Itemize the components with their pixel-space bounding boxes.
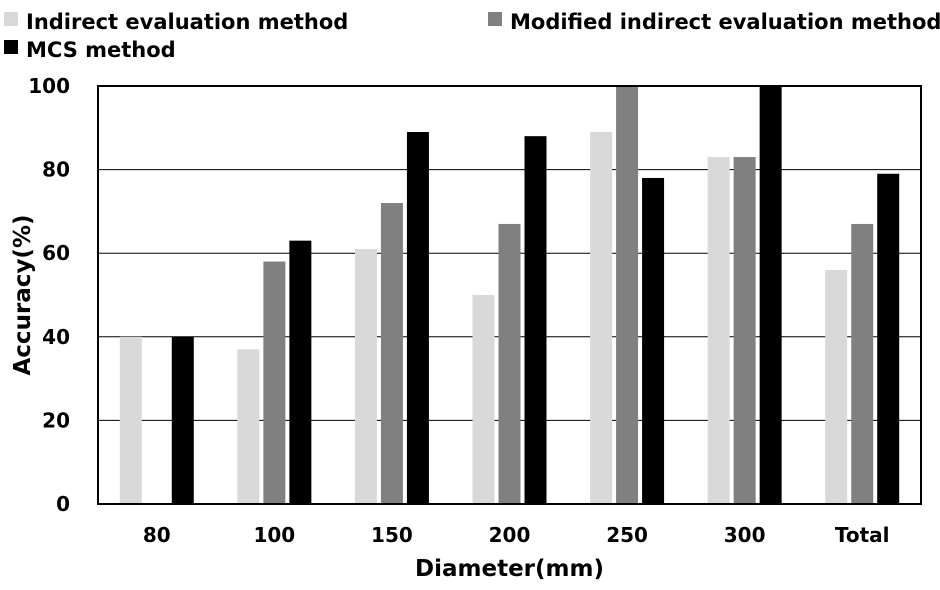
bar-indirect-evaluation-method-total [825,269,848,504]
bar-modified-indirect-evaluation-method-total [851,223,874,504]
bar-mcs-method-300 [759,86,782,504]
bar-mcs-method-250 [642,177,665,504]
plot-area-frame [97,85,922,505]
y-axis-title: Accuracy(%) [10,215,36,376]
legend-label-indirect: Indirect evaluation method [26,10,348,34]
bars [119,86,900,505]
legend: Indirect evaluation method Modified indi… [4,10,940,62]
bar-mcs-method-200 [524,136,547,504]
bar-indirect-evaluation-method-300 [707,157,730,504]
x-tick-label: 80 [143,523,171,547]
x-axis-title: Diameter(mm) [415,556,604,582]
bar-modified-indirect-evaluation-method-100 [263,261,286,504]
bar-modified-indirect-evaluation-method-250 [616,86,639,504]
bar-mcs-method-80 [171,336,194,504]
bar-modified-indirect-evaluation-method-300 [733,157,756,504]
bar-indirect-evaluation-method-200 [472,295,495,504]
bar-mcs-method-100 [289,240,312,504]
bar-modified-indirect-evaluation-method-150 [380,203,403,505]
x-tick-label: 200 [489,523,531,547]
bar-indirect-evaluation-method-80 [119,336,142,504]
x-tick-label: 150 [371,523,413,547]
x-tick-label: 100 [253,523,295,547]
y-tick-label: 0 [56,492,70,516]
legend-label-mcs: MCS method [26,38,176,62]
legend-swatch-mcs [4,40,18,54]
legend-swatch-indirect [4,12,18,26]
bar-indirect-evaluation-method-150 [354,249,377,504]
x-tick-label: 300 [724,523,766,547]
bar-indirect-evaluation-method-100 [237,349,260,504]
y-tick-label: 20 [42,408,70,432]
y-tick-label: 80 [42,158,70,182]
bar-mcs-method-150 [406,131,429,505]
legend-swatch-modified [488,12,502,26]
y-tick-label: 60 [42,241,70,265]
x-tick-label: 250 [606,523,648,547]
y-tick-label: 100 [28,74,70,98]
bar-mcs-method-total [877,173,900,504]
legend-label-modified: Modified indirect evaluation method [510,10,940,34]
x-tick-label: Total [835,523,890,547]
bar-indirect-evaluation-method-250 [590,131,613,505]
y-tick-label: 40 [42,325,70,349]
bar-modified-indirect-evaluation-method-200 [498,223,521,504]
x-axis-ticks: 80 100 150 200 250 300 Total [143,523,890,547]
y-axis-ticks: 0 20 40 60 80 100 [28,74,70,516]
